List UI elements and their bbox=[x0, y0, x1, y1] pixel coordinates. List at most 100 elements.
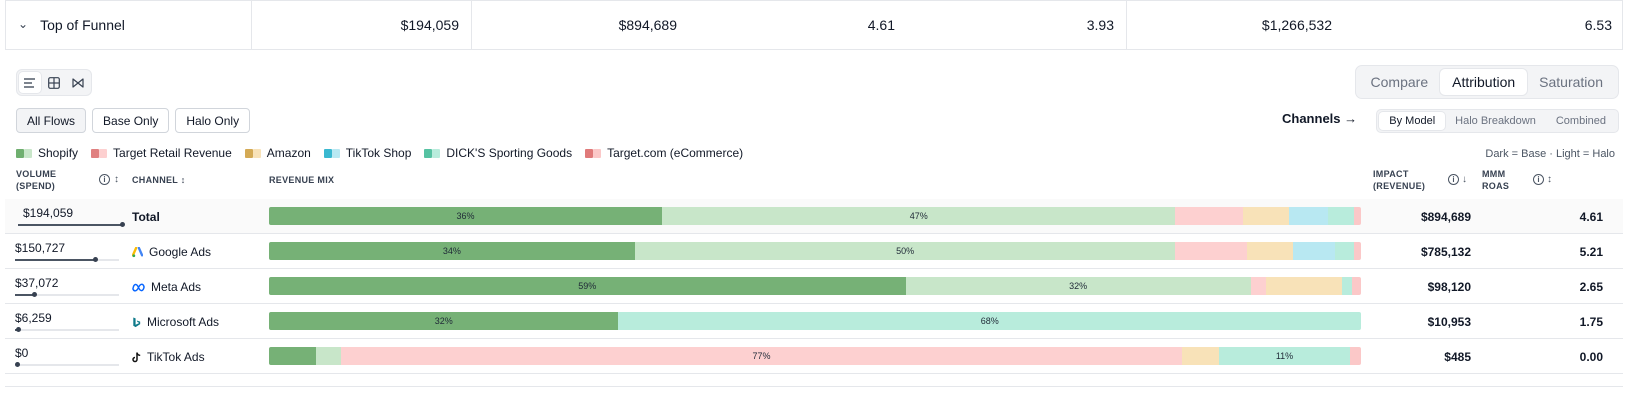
revenue-mix-segment[interactable] bbox=[269, 347, 316, 365]
volume-handle[interactable] bbox=[15, 362, 20, 367]
legend-item[interactable]: Shopify bbox=[16, 146, 78, 160]
volume-slider[interactable]: $150,727 bbox=[15, 238, 123, 264]
volume-handle[interactable] bbox=[15, 327, 21, 332]
bar-view-button[interactable] bbox=[19, 72, 41, 93]
sort-icon[interactable]: ↕ bbox=[180, 175, 186, 185]
tab-by-model[interactable]: By Model bbox=[1379, 112, 1446, 130]
col-header-mmm-roas[interactable]: MMM ROAS bbox=[1482, 169, 1510, 191]
legend-swatch-base bbox=[585, 148, 594, 158]
volume-track[interactable] bbox=[15, 362, 119, 367]
revenue-mix-segment[interactable] bbox=[1350, 347, 1361, 365]
revenue-mix-segment[interactable]: 36% bbox=[269, 207, 663, 225]
revenue-mix-bar[interactable]: 77% 11% bbox=[269, 347, 1361, 365]
channel-cell: Microsoft Ads bbox=[132, 315, 219, 329]
channel-cell: Google Ads bbox=[132, 245, 211, 259]
revenue-mix-segment[interactable] bbox=[1181, 347, 1220, 365]
flow-view-button[interactable] bbox=[67, 72, 89, 93]
table-row[interactable]: $6,259 Microsoft Ads 32% 68% $10,953 1.75 bbox=[5, 304, 1623, 339]
col-header-channel[interactable]: CHANNEL ↕ bbox=[132, 175, 186, 185]
legend-label: Amazon bbox=[266, 146, 311, 160]
flow-filters: All Flows Base Only Halo Only bbox=[16, 108, 251, 133]
volume-slider[interactable]: $194,059 bbox=[18, 203, 126, 229]
table-row[interactable]: $150,727 Google Ads 34% 50% $785,132 5.21 bbox=[5, 234, 1623, 269]
volume-slider[interactable]: $6,259 bbox=[15, 308, 123, 334]
volume-value[interactable]: $0 bbox=[15, 346, 29, 360]
sort-icon[interactable]: ↕ bbox=[1547, 174, 1552, 185]
revenue-mix-bar[interactable]: 36% 47% bbox=[269, 207, 1361, 225]
legend-item[interactable]: Target Retail Revenue bbox=[91, 146, 232, 160]
revenue-mix-bar[interactable]: 34% 50% bbox=[269, 242, 1361, 260]
all-flows-button[interactable]: All Flows bbox=[16, 108, 87, 133]
revenue-mix-segment[interactable]: 32% bbox=[905, 277, 1251, 295]
legend-item[interactable]: DICK'S Sporting Goods bbox=[424, 146, 572, 160]
table-row[interactable]: $0 TikTok Ads 77% 11% $485 0.00 bbox=[5, 339, 1623, 374]
table-row[interactable]: $37,072 Meta Ads 59% 32% $98,120 2.65 bbox=[5, 269, 1623, 304]
revenue-mix-segment[interactable] bbox=[1243, 207, 1289, 225]
revenue-mix-segment[interactable] bbox=[1247, 242, 1294, 260]
volume-value[interactable]: $37,072 bbox=[15, 276, 59, 290]
revenue-mix-bar[interactable]: 32% 68% bbox=[269, 312, 1361, 330]
revenue-mix-segment[interactable] bbox=[1328, 207, 1355, 225]
volume-slider[interactable]: $37,072 bbox=[15, 273, 123, 299]
revenue-mix-segment[interactable] bbox=[315, 347, 342, 365]
summary-label-cell[interactable]: ⌄ Top of Funnel bbox=[18, 1, 125, 49]
volume-slider[interactable]: $0 bbox=[15, 343, 123, 369]
roas-value: 0.00 bbox=[1579, 350, 1603, 364]
legend-label: Target.com (eCommerce) bbox=[607, 146, 744, 160]
tab-saturation[interactable]: Saturation bbox=[1539, 74, 1603, 90]
revenue-mix-segment[interactable]: 59% bbox=[269, 277, 906, 295]
revenue-mix-segment[interactable]: 34% bbox=[269, 242, 635, 260]
col-header-impact[interactable]: IMPACT (REVENUE) bbox=[1373, 169, 1426, 191]
revenue-mix-segment[interactable] bbox=[1354, 242, 1361, 260]
revenue-mix-segment[interactable]: 47% bbox=[662, 207, 1176, 225]
revenue-mix-segment[interactable] bbox=[1250, 277, 1266, 295]
sort-icon[interactable]: ↕ bbox=[114, 174, 119, 185]
chevron-down-icon[interactable]: ⌄ bbox=[18, 17, 29, 31]
tab-combined[interactable]: Combined bbox=[1555, 115, 1606, 127]
table-row[interactable]: $194,059 Total 36% 47% $894,689 4.61 bbox=[5, 199, 1623, 234]
summary-row[interactable]: ⌄ Top of Funnel $194,059 $894,689 4.61 3… bbox=[5, 0, 1623, 50]
volume-track[interactable] bbox=[18, 222, 125, 227]
revenue-mix-segment[interactable] bbox=[1342, 277, 1353, 295]
legend-item[interactable]: TikTok Shop bbox=[323, 146, 411, 160]
revenue-mix-segment[interactable]: 77% bbox=[341, 347, 1182, 365]
info-icon[interactable]: i bbox=[1448, 174, 1459, 185]
volume-value[interactable]: $150,727 bbox=[15, 241, 66, 255]
revenue-mix-segment[interactable] bbox=[1265, 277, 1343, 295]
revenue-mix-segment[interactable] bbox=[1334, 242, 1355, 260]
revenue-mix-segment[interactable]: 50% bbox=[634, 242, 1176, 260]
revenue-mix-bar[interactable]: 59% 32% bbox=[269, 277, 1361, 295]
info-icon[interactable]: i bbox=[99, 174, 110, 185]
revenue-mix-segment[interactable]: 32% bbox=[269, 312, 619, 330]
legend-item[interactable]: Target.com (eCommerce) bbox=[585, 146, 743, 160]
info-icon[interactable]: i bbox=[1533, 174, 1544, 185]
volume-track[interactable] bbox=[15, 292, 119, 297]
tab-compare[interactable]: Compare bbox=[1370, 74, 1429, 90]
tab-attribution[interactable]: Attribution bbox=[1440, 69, 1528, 95]
volume-track[interactable] bbox=[15, 257, 119, 262]
grid-view-button[interactable] bbox=[43, 72, 65, 93]
volume-handle[interactable] bbox=[32, 292, 38, 297]
revenue-mix-segment[interactable] bbox=[1175, 207, 1244, 225]
impact-value: $785,132 bbox=[1420, 245, 1471, 259]
volume-value[interactable]: $6,259 bbox=[15, 311, 52, 325]
volume-handle[interactable] bbox=[93, 257, 99, 262]
revenue-mix-segment[interactable]: 68% bbox=[618, 312, 1361, 330]
halo-only-button[interactable]: Halo Only bbox=[175, 108, 251, 133]
view-mode-switch: Compare Attribution Saturation bbox=[1354, 65, 1619, 99]
tab-halo-breakdown[interactable]: Halo Breakdown bbox=[1455, 115, 1536, 127]
sort-desc-icon[interactable]: ↓ bbox=[1462, 174, 1467, 185]
revenue-mix-segment[interactable] bbox=[1175, 242, 1248, 260]
revenue-mix-segment[interactable] bbox=[1354, 207, 1361, 225]
base-only-button[interactable]: Base Only bbox=[92, 108, 170, 133]
legend-item[interactable]: Amazon bbox=[244, 146, 311, 160]
revenue-mix-segment[interactable] bbox=[1288, 207, 1329, 225]
col-header-volume[interactable]: VOLUME (SPEND) bbox=[16, 169, 57, 191]
revenue-mix-segment[interactable]: 11% bbox=[1219, 347, 1351, 365]
revenue-mix-segment[interactable] bbox=[1352, 277, 1361, 295]
channel-mode-switch: By Model Halo Breakdown Combined bbox=[1376, 109, 1619, 133]
volume-value[interactable]: $194,059 bbox=[23, 206, 74, 220]
revenue-mix-segment[interactable] bbox=[1293, 242, 1335, 260]
volume-track[interactable] bbox=[15, 327, 119, 332]
volume-handle[interactable] bbox=[119, 222, 125, 227]
